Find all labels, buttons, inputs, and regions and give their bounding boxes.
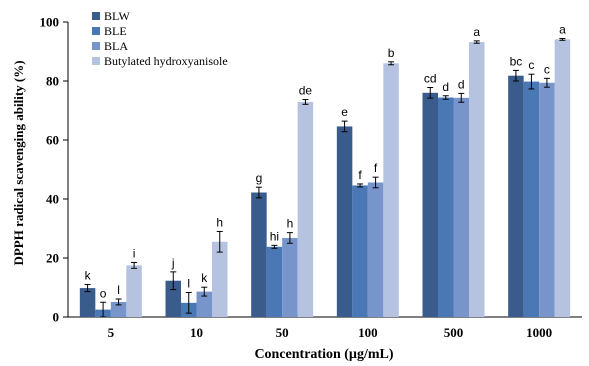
significance-label: f (374, 161, 378, 175)
bar (383, 63, 399, 317)
significance-label: d (442, 80, 449, 94)
x-tick-label: 10 (190, 325, 203, 340)
x-tick-label: 50 (276, 325, 289, 340)
x-tick-label: 500 (444, 325, 464, 340)
significance-label: l (117, 283, 120, 297)
bar (422, 92, 438, 317)
bar (523, 81, 540, 317)
bar (79, 288, 96, 317)
significance-label: g (256, 171, 263, 185)
significance-label: k (85, 269, 92, 283)
bar (266, 246, 283, 317)
legend-swatch (92, 12, 100, 20)
bar (539, 82, 555, 318)
legend-label: BLE (104, 24, 127, 38)
y-tick-label: 80 (46, 74, 59, 89)
legend-swatch (92, 42, 100, 50)
bar (251, 192, 267, 317)
significance-label: b (388, 46, 395, 60)
significance-label: j (171, 256, 175, 270)
significance-label: d (458, 77, 465, 91)
bar (367, 182, 384, 317)
significance-label: a (559, 23, 566, 37)
significance-label: k (201, 271, 208, 285)
bar (126, 265, 142, 317)
significance-label: h (216, 215, 223, 229)
bar (110, 301, 127, 317)
significance-label: hi (270, 229, 279, 243)
significance-label: f (358, 168, 362, 182)
significance-label: c (528, 58, 534, 72)
bar (438, 97, 454, 318)
y-tick-label: 100 (40, 15, 60, 30)
significance-label: h (287, 217, 294, 231)
legend-swatch (92, 27, 100, 35)
x-tick-label: 100 (358, 325, 378, 340)
significance-label: de (299, 84, 313, 98)
bar (196, 291, 212, 317)
significance-label: i (133, 246, 136, 260)
bar (282, 237, 298, 317)
y-tick-label: 20 (46, 251, 59, 266)
bar (352, 185, 368, 317)
bar (554, 39, 571, 317)
bar (508, 75, 524, 317)
legend-label: BLW (104, 9, 130, 23)
significance-label: bc (510, 54, 523, 68)
bar (165, 280, 181, 317)
y-tick-label: 60 (46, 133, 59, 148)
bar (336, 126, 353, 318)
significance-label: c (544, 62, 550, 76)
significance-label: e (341, 105, 348, 119)
y-tick-label: 40 (46, 192, 59, 207)
x-axis-title: Concentration (µg/mL) (254, 347, 393, 362)
significance-label: a (473, 25, 480, 39)
bar (297, 101, 314, 317)
bar (469, 42, 485, 318)
x-tick-label: 5 (108, 325, 115, 340)
legend-swatch (92, 57, 100, 65)
y-tick-label: 0 (53, 310, 60, 325)
significance-label: cd (424, 71, 437, 85)
significance-label: o (100, 286, 107, 300)
legend-label: BLA (104, 39, 128, 53)
significance-label: l (187, 277, 190, 291)
legend-label: Butylated hydroxyanisole (104, 54, 228, 68)
x-tick-label: 1000 (526, 325, 552, 340)
y-axis-title: DPPH radical scavenging ability (%) (11, 60, 26, 265)
bar (212, 241, 228, 317)
bar (453, 97, 469, 317)
